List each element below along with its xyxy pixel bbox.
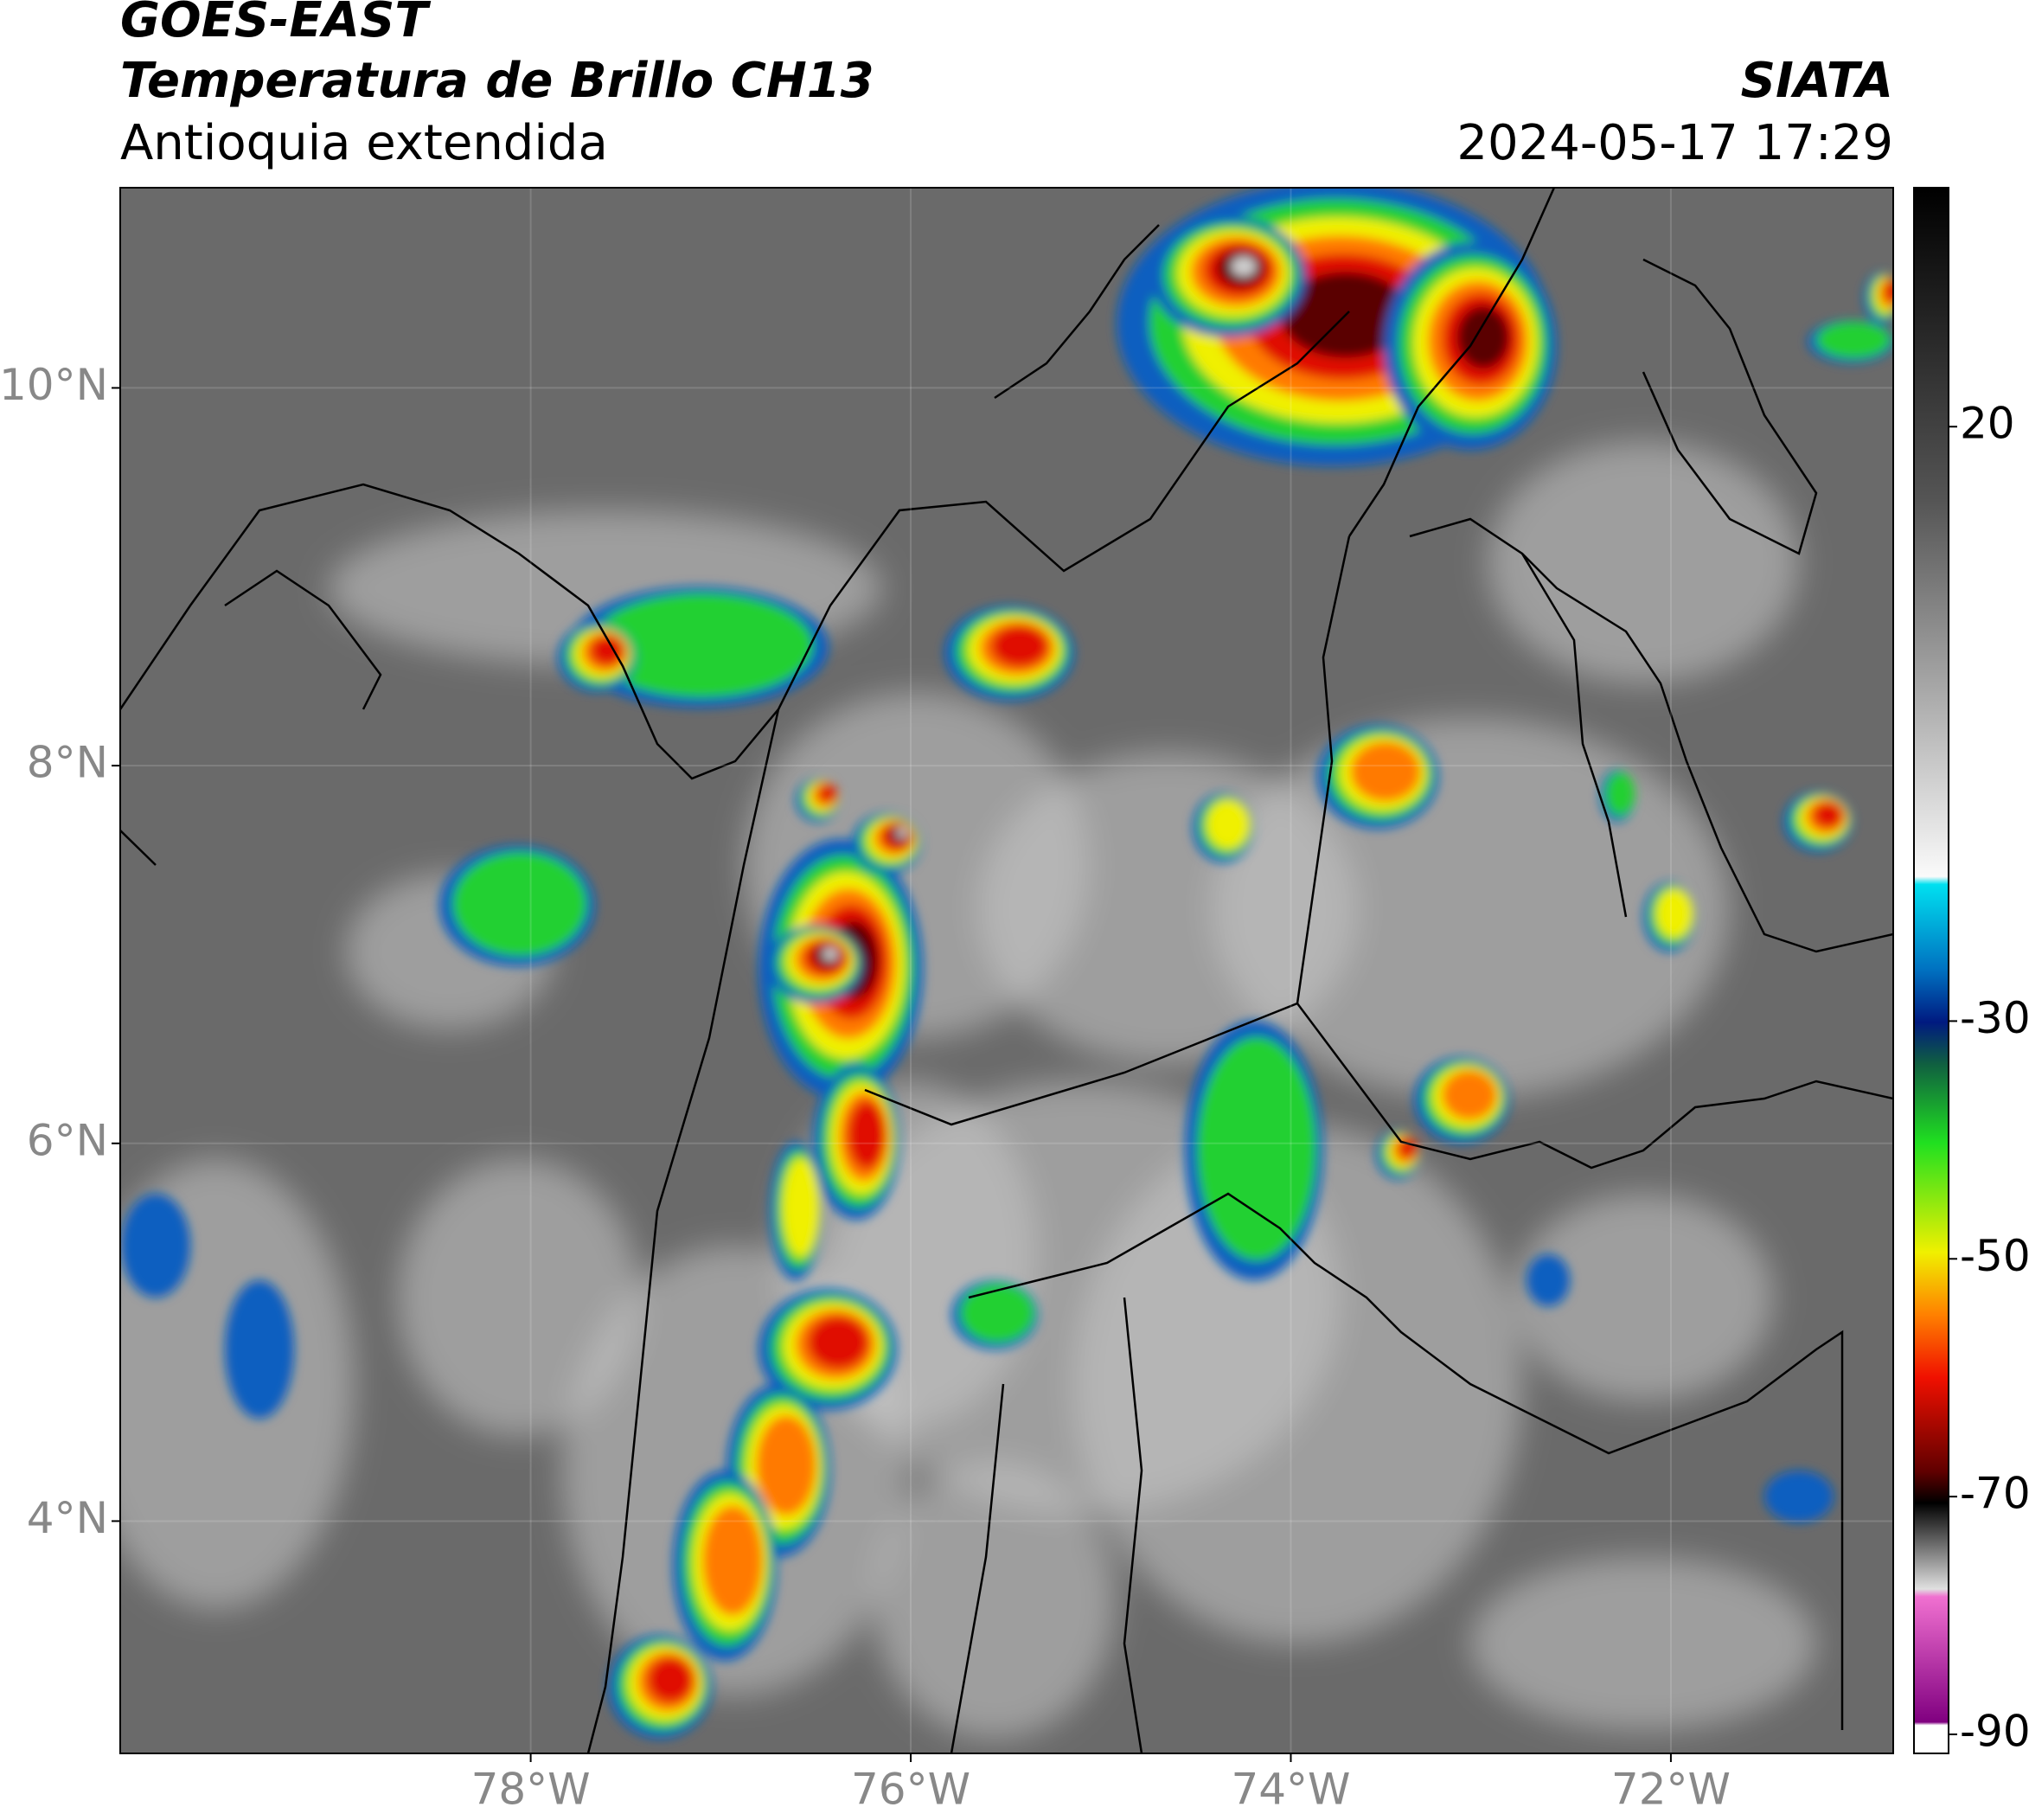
satellite-image [120,188,1893,1753]
colorbar-tick-label: -50 [1960,1231,2029,1281]
cloud [1514,1194,1773,1401]
cell-layer [1813,801,1844,829]
source: SIATA [1741,53,1893,109]
colorbar-tick-label: -70 [1960,1469,2029,1519]
cell-layer [647,1657,694,1703]
timestamp: 2024-05-17 17:29 [1456,115,1893,171]
cell-layer [822,947,838,961]
borders [120,188,1893,1753]
lat-tick-label: 10°N [0,360,108,410]
cloud [874,1462,1116,1739]
cell-layer [590,635,624,666]
colorbar [1913,187,1949,1754]
cell-layer [896,828,908,838]
colorbar-tick-label: -30 [1960,993,2029,1043]
lon-tick-label: 74°W [1231,1765,1350,1815]
lon-tick-label: 78°W [471,1765,591,1815]
cell-layer [818,784,837,803]
cell-layer [452,851,587,957]
cell-layer [1231,256,1257,277]
convective-cells [121,188,1893,1739]
cell-layer [991,625,1048,668]
lat-tick-label: 4°N [27,1493,108,1543]
cell-layer [1206,799,1251,849]
cell-layer [1816,321,1891,359]
cloud [398,1159,640,1436]
graticule [120,188,1893,1753]
cell-layer [848,1100,886,1170]
cell-layer [225,1280,294,1419]
cell-layer [1350,741,1421,802]
cell-layer [1604,772,1635,817]
cell-layer [782,1157,820,1258]
cloud [1488,441,1799,683]
lon-tick-label: 72°W [1611,1765,1731,1815]
colorbar-tick-label: 20 [1960,399,2015,449]
lat-tick-label: 8°N [27,738,108,788]
cell-layer [1884,279,1893,304]
cell-layer [1457,306,1509,368]
cell-layer [1197,1037,1316,1260]
cell-layer [1764,1471,1834,1522]
cell-layer [960,1283,1034,1343]
lon-tick-label: 76°W [851,1765,970,1815]
title: GOES-EAST [120,0,431,48]
map-frame [119,187,1894,1754]
lat-tick-label: 6°N [27,1115,108,1165]
cell-layer [1442,1070,1497,1120]
colorbar-tick-label: -90 [1960,1707,2029,1757]
cell-layer [702,1505,763,1616]
region: Antioquia extendida [120,115,608,171]
cell-layer [1655,888,1693,939]
subtitle: Temperatura de Brillo CH13 [120,53,874,109]
cell-layer [807,1316,869,1369]
cell-layer [1527,1254,1570,1306]
cell-layer [756,1415,816,1516]
cell-layer [590,593,813,698]
cloud [1072,1125,1522,1644]
cloud [1470,1557,1816,1730]
cell-layer [121,1194,190,1298]
